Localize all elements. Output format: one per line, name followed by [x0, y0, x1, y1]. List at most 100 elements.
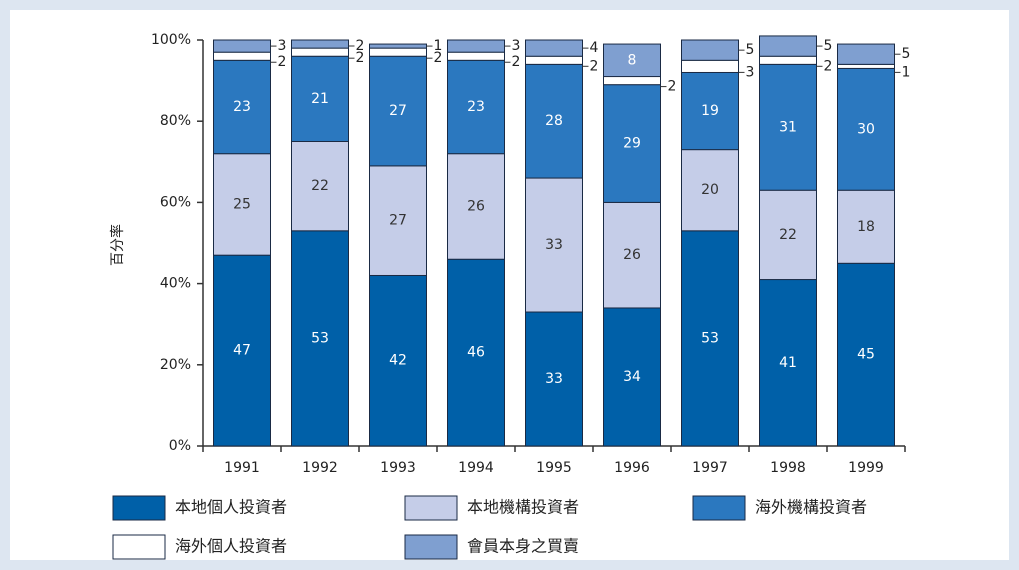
x-tick-label: 1995: [536, 460, 572, 476]
value-label: 25: [233, 196, 251, 212]
bar-segment: [369, 47, 427, 57]
value-label: 23: [233, 99, 251, 115]
bar-segment: [213, 51, 271, 61]
bar-segment: [291, 55, 349, 143]
bar-segment: [525, 311, 583, 447]
x-tick-label: 1994: [458, 460, 494, 476]
value-label: 3: [746, 64, 755, 80]
legend-swatch: [692, 495, 746, 521]
bar-segment: [213, 254, 271, 447]
legend-label: 本地機構投資者: [467, 498, 579, 517]
bar-segment: [291, 39, 349, 49]
value-label: 33: [545, 237, 563, 253]
bar-segment: [681, 39, 739, 61]
bar-segment: [369, 55, 427, 167]
value-label: 28: [545, 113, 563, 129]
bar-segment: [837, 43, 895, 65]
value-label: 2: [434, 50, 443, 66]
value-label: 1: [434, 38, 443, 54]
value-label: 21: [311, 91, 329, 107]
y-tick-label: 80%: [160, 113, 191, 129]
legend-swatch: [404, 495, 458, 521]
x-tick-label: 1991: [224, 460, 260, 476]
bar-segment: [525, 55, 583, 65]
value-label: 3: [278, 38, 287, 54]
legend-label: 海外個人投資者: [175, 537, 287, 556]
bar-segment: [447, 153, 505, 260]
bar-segment: [603, 76, 661, 86]
bar-segment: [213, 153, 271, 256]
value-label: 5: [902, 46, 911, 62]
legend-label: 海外機構投資者: [755, 498, 867, 517]
bar-segment: [447, 59, 505, 155]
value-label: 2: [356, 38, 365, 54]
value-label: 5: [824, 38, 833, 54]
value-label: 26: [467, 198, 485, 214]
legend-label: 本地個人投資者: [175, 498, 287, 517]
bar-segment: [681, 59, 739, 73]
bar-segment: [291, 141, 349, 232]
y-tick-label: 100%: [151, 32, 191, 48]
value-label: 33: [545, 371, 563, 387]
bar-segment: [369, 274, 427, 447]
value-label: 47: [233, 343, 251, 359]
bar-segment: [759, 55, 817, 65]
bar-segment: [369, 165, 427, 276]
value-label: 8: [628, 52, 637, 68]
legend-swatch: [112, 495, 166, 521]
bar-segment: [837, 189, 895, 264]
value-label: 27: [389, 103, 407, 119]
value-label: 42: [389, 353, 407, 369]
value-label: 2: [824, 58, 833, 74]
value-label: 3: [512, 38, 521, 54]
value-label: 34: [623, 369, 641, 385]
x-tick-label: 1998: [770, 460, 806, 476]
value-label: 29: [623, 136, 641, 152]
bar-segment: [603, 84, 661, 203]
value-label: 45: [857, 347, 875, 363]
bar-segment: [603, 307, 661, 447]
bar-segment: [369, 43, 427, 49]
legend-label: 會員本身之買賣: [467, 537, 579, 556]
value-label: 41: [779, 355, 797, 371]
value-label: 4: [590, 40, 599, 56]
value-label: 1: [902, 64, 911, 80]
value-label: 53: [701, 330, 719, 346]
y-axis-label: 百分率: [109, 224, 126, 266]
value-label: 53: [311, 330, 329, 346]
x-tick-label: 1996: [614, 460, 650, 476]
value-label: 23: [467, 99, 485, 115]
value-label: 26: [623, 247, 641, 263]
value-label: 22: [779, 227, 797, 243]
bar-segment: [525, 39, 583, 57]
value-label: 46: [467, 345, 485, 361]
x-tick-label: 1992: [302, 460, 338, 476]
bar-segment: [681, 230, 739, 447]
y-tick-label: 20%: [160, 357, 191, 373]
bar-segment: [525, 177, 583, 313]
value-label: 2: [590, 58, 599, 74]
y-tick-label: 60%: [160, 194, 191, 210]
x-tick-label: 1999: [848, 460, 884, 476]
bar-segment: [525, 63, 583, 179]
bar-segment: [681, 71, 739, 151]
value-label: 30: [857, 121, 875, 137]
value-label: 20: [701, 182, 719, 198]
bar-segment: [291, 47, 349, 57]
value-label: 27: [389, 213, 407, 229]
bar-segment: [759, 35, 817, 57]
y-tick-label: 40%: [160, 276, 191, 292]
legend-swatch: [404, 534, 458, 560]
bar-segment: [447, 258, 505, 447]
x-tick-label: 1997: [692, 460, 728, 476]
value-label: 2: [668, 79, 677, 95]
bar-segment: [603, 43, 661, 78]
y-tick-label: 0%: [169, 438, 191, 454]
bar-segment: [447, 51, 505, 61]
legend-swatch: [112, 534, 166, 560]
value-label: 19: [701, 103, 719, 119]
bar-segment: [603, 201, 661, 309]
x-tick-label: 1993: [380, 460, 416, 476]
value-label: 22: [311, 178, 329, 194]
